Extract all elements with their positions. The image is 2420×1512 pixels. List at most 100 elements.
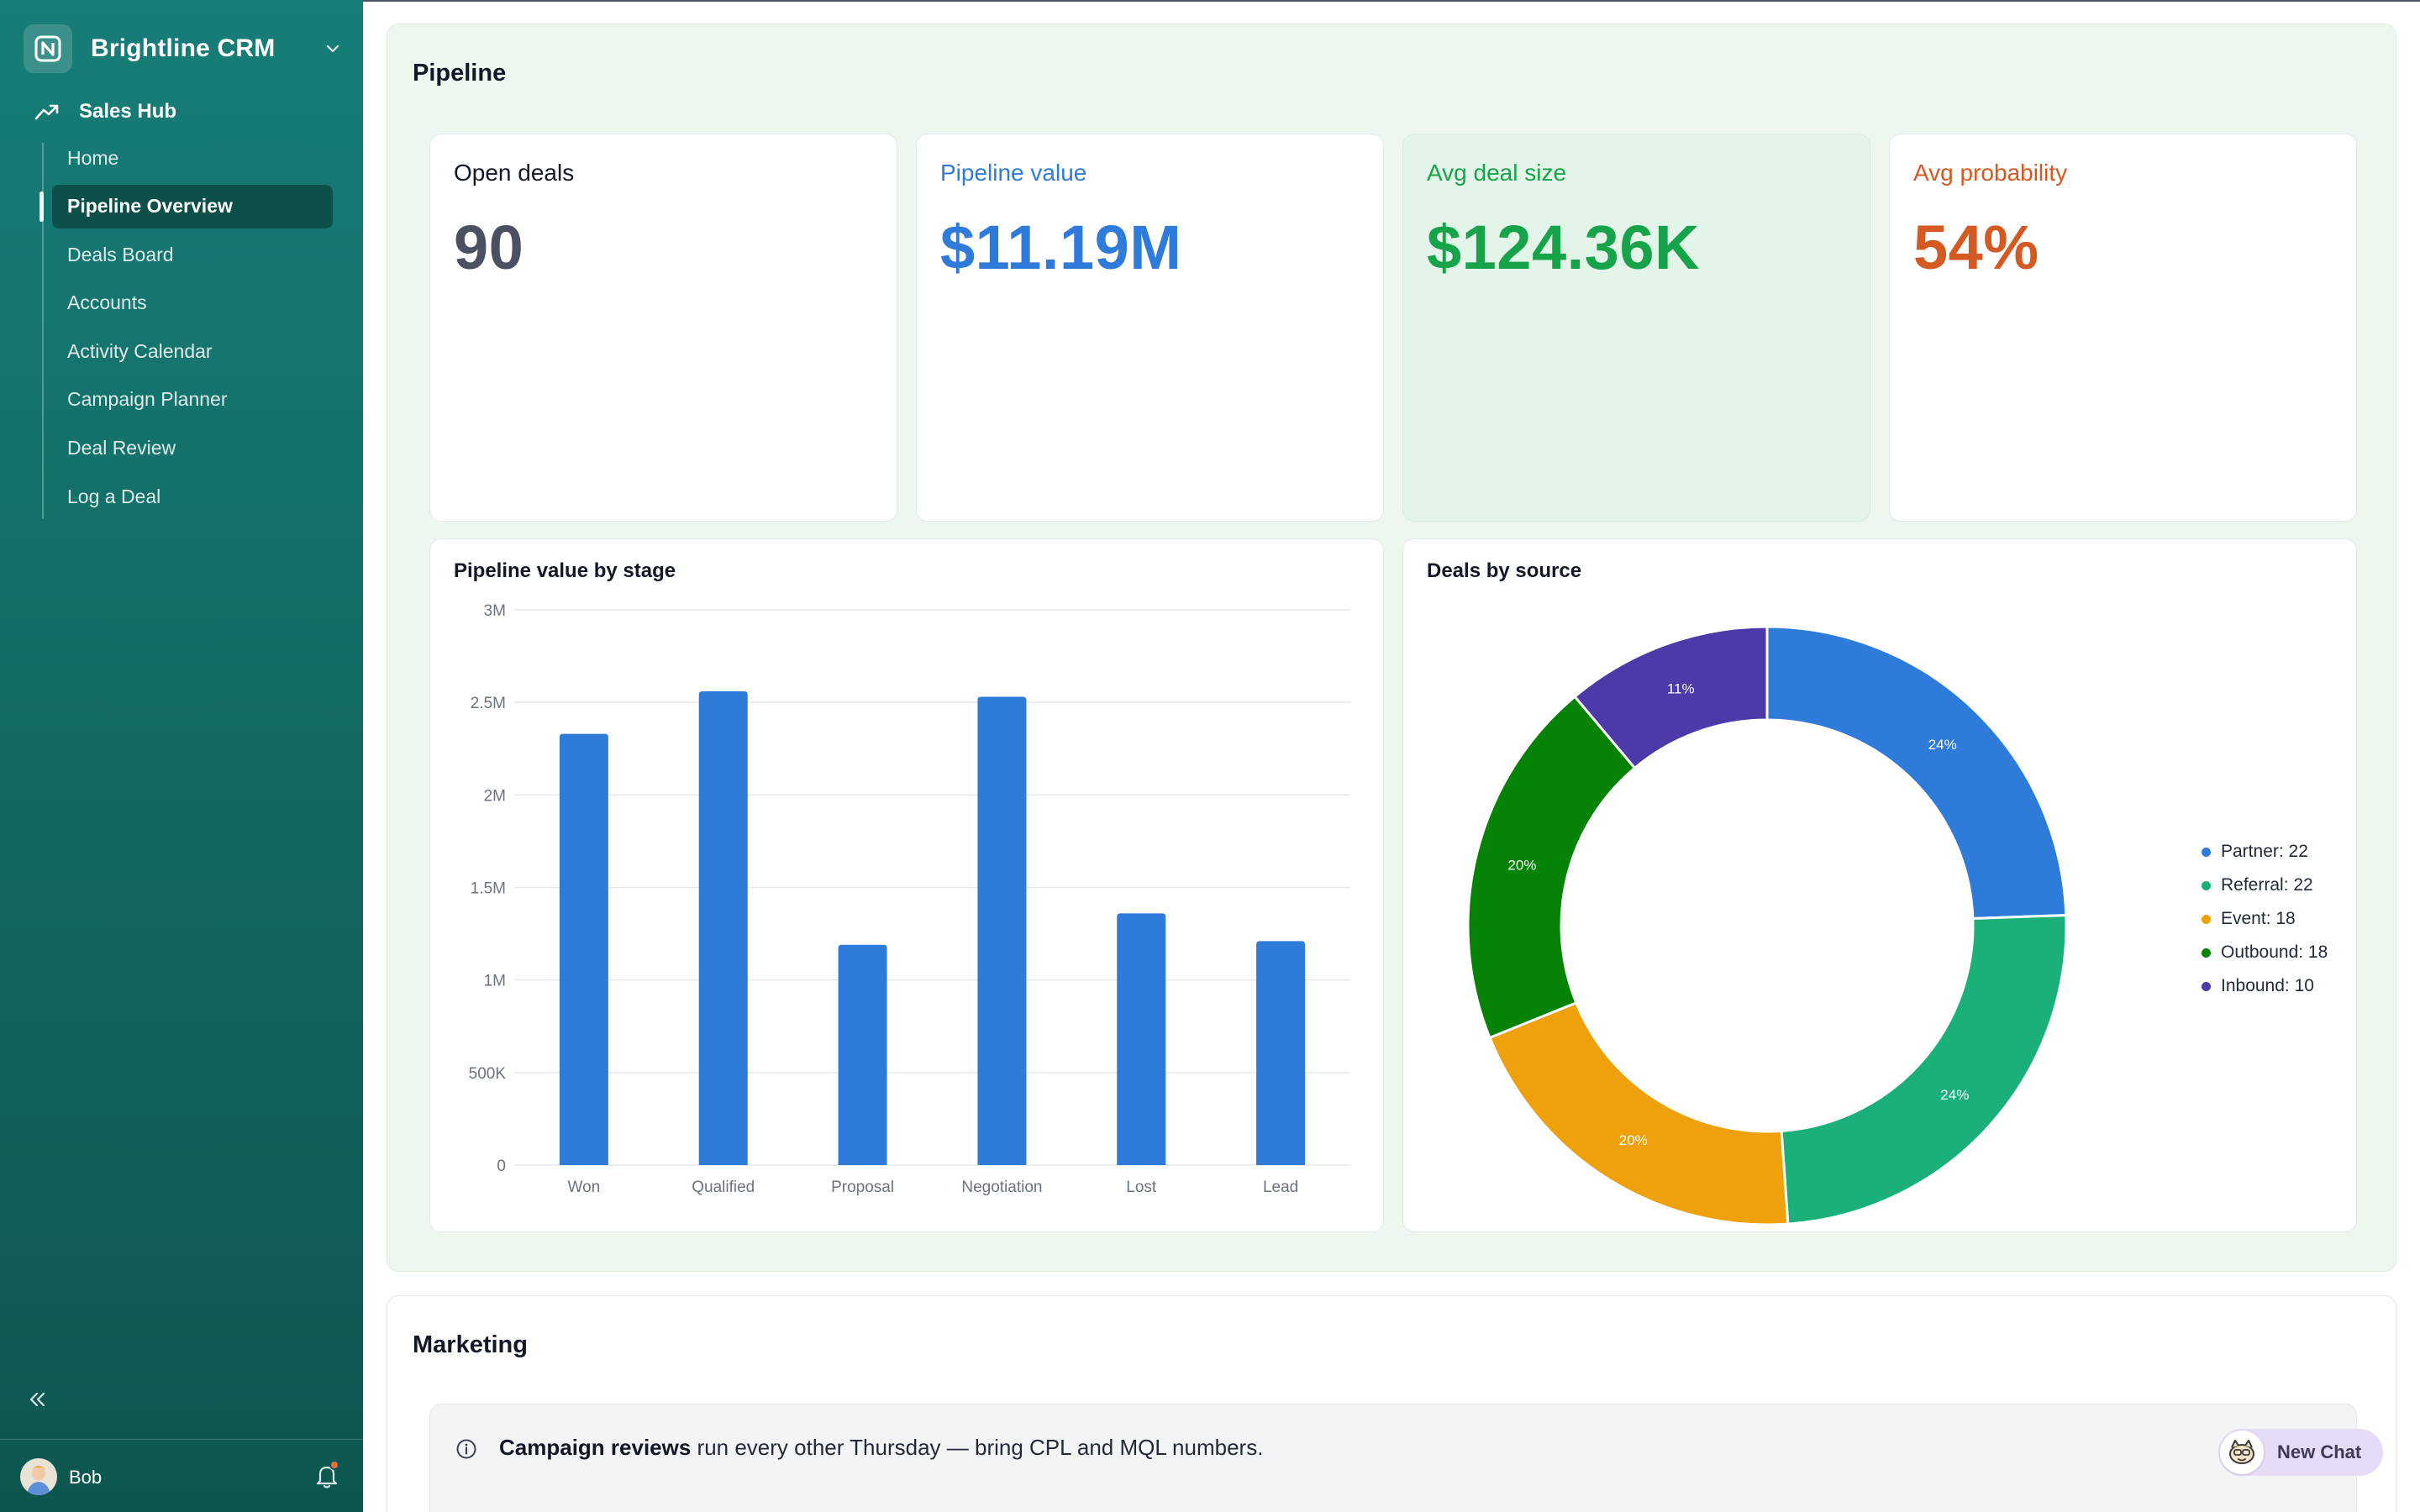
- bar-negotiation[interactable]: [977, 696, 1027, 1165]
- kpi-label: Pipeline value: [940, 160, 1087, 186]
- legend-swatch: [2202, 880, 2211, 890]
- new-chat-label: New Chat: [2277, 1441, 2362, 1462]
- legend-label: Outbound: 18: [2221, 942, 2328, 962]
- workspace-switcher[interactable]: Brightline CRM: [24, 24, 343, 74]
- bar-qualified[interactable]: [698, 690, 748, 1165]
- kpi-label: Avg deal size: [1427, 160, 1567, 186]
- bar-proposal[interactable]: [838, 944, 887, 1165]
- slice-percent-label: 20%: [1619, 1132, 1648, 1148]
- y-tick-label: 0: [497, 1158, 506, 1175]
- bar-chart: 0 500K 1M 1.5M 2M 2.5M 3M Won Qualified Proposal N…: [469, 602, 1350, 1196]
- notice-text: Campaign reviews run every other Thursda…: [499, 1435, 1263, 1461]
- y-tick-label: 2.5M: [471, 695, 506, 712]
- kpi-value: 54%: [1913, 213, 2039, 282]
- info-icon: [456, 1439, 476, 1459]
- donut-chart-title: Deals by source: [1427, 559, 1582, 582]
- sidebar-nav: Home Pipeline Overview Deals Board Accounts…: [39, 136, 333, 523]
- sales-hub-label: Sales Hub: [79, 100, 177, 123]
- legend-swatch: [2202, 981, 2211, 991]
- legend-label: Partner: 22: [2221, 842, 2308, 861]
- legend-swatch: [2202, 914, 2211, 924]
- legend-item-outbound[interactable]: Outbound: 18: [2202, 936, 2328, 969]
- legend-label: Inbound: 10: [2221, 976, 2314, 995]
- sales-hub-group[interactable]: Sales Hub: [34, 97, 176, 126]
- notice-bold: Campaign reviews: [499, 1435, 692, 1460]
- pipeline-title: Pipeline: [413, 60, 507, 87]
- top-border: [363, 0, 2420, 2]
- chevron-down-icon[interactable]: [323, 39, 343, 59]
- pipeline-section: Pipeline Open deals 90 Pipeline value $1…: [387, 24, 2396, 1272]
- sidebar-item-log-a-deal[interactable]: Log a Deal: [67, 485, 161, 507]
- slice-inbound[interactable]: [1573, 625, 1769, 770]
- legend-item-partner[interactable]: Partner: 22: [2202, 835, 2328, 869]
- sidebar-item-activity-calendar[interactable]: Activity Calendar: [67, 339, 213, 362]
- slice-event[interactable]: [1487, 1000, 1790, 1226]
- sidebar-item-campaign-planner[interactable]: Campaign Planner: [67, 388, 228, 411]
- user-name[interactable]: Bob: [69, 1467, 103, 1488]
- sidebar-item-deal-review[interactable]: Deal Review: [67, 437, 176, 459]
- sidebar-item-accounts[interactable]: Accounts: [67, 291, 147, 314]
- legend-item-referral[interactable]: Referral: 22: [2202, 869, 2328, 902]
- slice-partner[interactable]: [1765, 625, 2068, 921]
- x-tick-label: Negotiation: [961, 1179, 1042, 1196]
- nav-tree-line: [42, 143, 44, 519]
- x-tick-label: Qualified: [692, 1179, 755, 1196]
- y-tick-label: 2M: [484, 787, 506, 805]
- legend-swatch: [2202, 847, 2211, 857]
- kpi-label: Open deals: [454, 160, 575, 186]
- notification-badge: [329, 1460, 339, 1470]
- legend-label: Event: 18: [2221, 909, 2296, 928]
- chart-legend: Partner: 22 Referral: 22 Event: 18 Outbound…: [2202, 835, 2328, 1003]
- slice-percent-label: 24%: [1928, 737, 1957, 753]
- x-tick-label: Proposal: [831, 1179, 894, 1196]
- new-chat-button[interactable]: New Chat: [2218, 1429, 2383, 1476]
- donut-chart: 24% 24% 20% 20% 11%: [1466, 625, 2068, 1226]
- bar-won[interactable]: [559, 733, 608, 1165]
- kpi-open-deals: Open deals 90: [429, 134, 897, 522]
- brand-logo-icon: [24, 24, 72, 73]
- bar-chart-title: Pipeline value by stage: [454, 559, 676, 582]
- y-tick-label: 500K: [469, 1065, 507, 1083]
- kpi-label: Avg probability: [1913, 160, 2068, 186]
- sidebar-item-pipeline-overview[interactable]: Pipeline Overview: [39, 184, 333, 228]
- marketing-section: Marketing Campaign reviews run every oth…: [387, 1295, 2396, 1512]
- double-chevron-left-icon[interactable]: [25, 1388, 49, 1411]
- chat-assistant-icon: [2220, 1431, 2264, 1474]
- sidebar-item-home[interactable]: Home: [67, 146, 119, 169]
- kpi-value: 90: [454, 213, 524, 282]
- kpi-value: $124.36K: [1427, 213, 1700, 282]
- x-tick-label: Lead: [1263, 1179, 1298, 1196]
- kpi-avg-probability: Avg probability 54%: [1889, 134, 2357, 522]
- slice-percent-label: 11%: [1667, 681, 1695, 697]
- notice-rest: run every other Thursday — bring CPL and…: [691, 1435, 1264, 1460]
- y-tick-label: 3M: [484, 602, 506, 620]
- slice-percent-label: 24%: [1940, 1087, 1969, 1103]
- sidebar-item-deals-board[interactable]: Deals Board: [67, 243, 174, 265]
- bell-icon[interactable]: [314, 1462, 339, 1489]
- kpi-avg-deal-size: Avg deal size $124.36K: [1402, 134, 1870, 522]
- legend-item-event[interactable]: Event: 18: [2202, 902, 2328, 936]
- marketing-title: Marketing: [413, 1331, 528, 1358]
- x-tick-label: Lost: [1126, 1179, 1157, 1196]
- kpi-pipeline-value: Pipeline value $11.19M: [916, 134, 1384, 522]
- bar-lead[interactable]: [1256, 941, 1306, 1165]
- user-footer: Bob: [0, 1439, 363, 1512]
- avatar[interactable]: [20, 1458, 57, 1495]
- legend-label: Referral: 22: [2221, 875, 2313, 895]
- x-tick-label: Won: [568, 1179, 601, 1196]
- kpi-value: $11.19M: [940, 213, 1182, 282]
- bar-lost[interactable]: [1117, 913, 1166, 1165]
- legend-swatch: [2202, 948, 2211, 958]
- slice-outbound[interactable]: [1466, 695, 1637, 1040]
- legend-item-inbound[interactable]: Inbound: 10: [2202, 969, 2328, 1003]
- y-tick-label: 1.5M: [471, 880, 506, 898]
- sidebar: Brightline CRM Sales Hub Home Pipeline Ov…: [0, 0, 363, 1512]
- app-name: Brightline CRM: [91, 34, 276, 62]
- donut-chart-card: Deals by source 24% 24% 20% 20% 11% Partner:…: [1402, 538, 2357, 1232]
- trending-up-icon: [34, 104, 59, 120]
- campaign-notice: Campaign reviews run every other Thursda…: [429, 1404, 2357, 1512]
- slice-percent-label: 20%: [1507, 857, 1536, 873]
- y-tick-label: 1M: [484, 973, 506, 990]
- bar-chart-card: Pipeline value by stage 0 500K 1M 1.5M 2M 2.5…: [429, 538, 1384, 1232]
- slice-referral[interactable]: [1780, 914, 2068, 1226]
